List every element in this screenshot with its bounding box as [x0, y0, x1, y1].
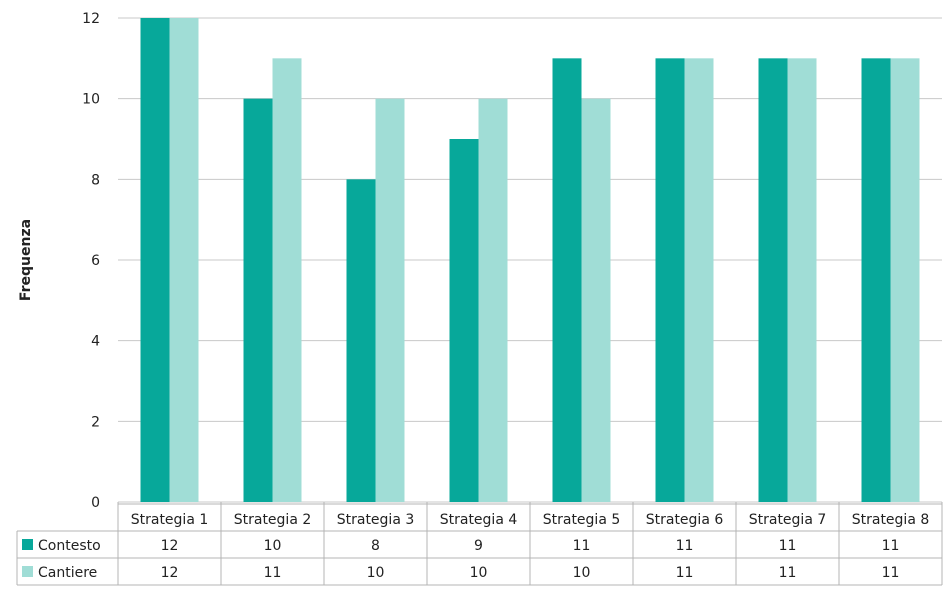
y-tick-label: 8	[91, 172, 100, 188]
table-value: 12	[161, 538, 179, 554]
bar-contesto	[861, 58, 891, 502]
table-value: 8	[371, 538, 380, 554]
bar-contesto	[346, 179, 376, 503]
data-table: Strategia 1 Strategia 2 Strategia 3 Strateg…	[16, 503, 942, 586]
y-tick-label: 2	[91, 414, 100, 430]
y-tick-label: 6	[91, 253, 100, 269]
table-value: 11	[882, 538, 900, 554]
bar-contesto	[140, 18, 170, 502]
table-value: 11	[676, 565, 694, 581]
table-value: 10	[573, 565, 591, 581]
table-value: 10	[367, 565, 385, 581]
table-value: 11	[573, 538, 591, 554]
bar-cantiere	[169, 18, 199, 502]
y-tick-label: 4	[91, 334, 100, 350]
bar-cantiere	[272, 58, 302, 502]
category-label: Strategia 1	[131, 512, 209, 528]
category-label: Strategia 8	[852, 512, 930, 528]
table-value: 9	[474, 538, 483, 554]
bar-contesto	[655, 58, 685, 502]
category-label: Strategia 5	[543, 512, 621, 528]
table-value: 11	[882, 565, 900, 581]
bar-cantiere	[890, 58, 920, 502]
table-value: 10	[470, 565, 488, 581]
bar-contesto	[552, 58, 582, 502]
table-value: 11	[779, 565, 797, 581]
legend-swatch	[22, 566, 33, 577]
bar-contesto	[449, 139, 479, 502]
category-label: Strategia 6	[646, 512, 724, 528]
table-value: 10	[264, 538, 282, 554]
table-value: 11	[779, 538, 797, 554]
legend-label: Contesto	[38, 538, 101, 554]
category-label: Strategia 4	[440, 512, 518, 528]
bar-cantiere	[684, 58, 714, 502]
bar-cantiere	[581, 98, 611, 503]
y-tick-labels: 0 2 4 6 8 10 12	[82, 11, 100, 511]
table-value: 12	[161, 565, 179, 581]
y-axis-label: Frequenza	[18, 219, 34, 301]
gridlines	[117, 17, 943, 585]
legend-swatch	[22, 539, 33, 550]
legend-label: Cantiere	[38, 565, 97, 581]
y-tick-label: 0	[91, 495, 100, 511]
bar-cantiere	[478, 98, 508, 503]
category-label: Strategia 3	[337, 512, 415, 528]
bar-contesto	[243, 98, 273, 503]
y-tick-label: 12	[82, 11, 100, 27]
table-value: 11	[676, 538, 694, 554]
category-label: Strategia 7	[749, 512, 827, 528]
bar-cantiere	[787, 58, 817, 502]
bar-cantiere	[375, 98, 405, 503]
y-tick-label: 10	[82, 92, 100, 108]
bar-contesto	[758, 58, 788, 502]
category-label: Strategia 2	[234, 512, 312, 528]
table-value: 11	[264, 565, 282, 581]
bars	[140, 18, 920, 503]
